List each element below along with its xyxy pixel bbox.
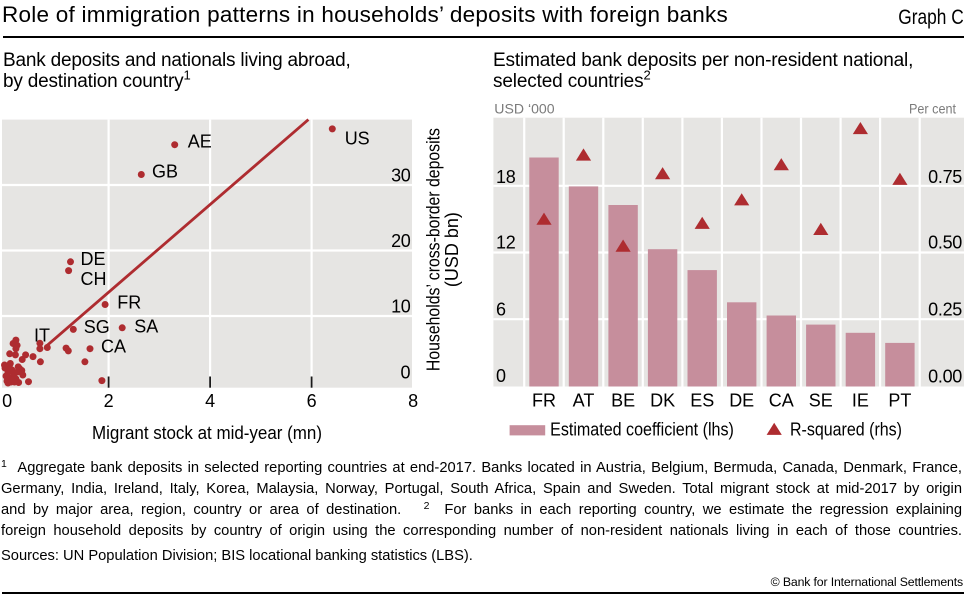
svg-text:AT: AT — [573, 390, 595, 410]
svg-text:GB: GB — [152, 162, 178, 182]
svg-text:IT: IT — [34, 326, 50, 346]
svg-text:DE: DE — [81, 249, 106, 269]
svg-text:0.00: 0.00 — [928, 367, 962, 387]
svg-text:SE: SE — [809, 390, 833, 410]
svg-text:10: 10 — [391, 297, 411, 317]
svg-text:CH: CH — [81, 269, 107, 289]
svg-text:R-squared (rhs): R-squared (rhs) — [790, 419, 902, 439]
svg-text:Migrant stock at mid-year (mn): Migrant stock at mid-year (mn) — [92, 423, 322, 443]
svg-text:0.50: 0.50 — [928, 233, 962, 253]
svg-text:CA: CA — [101, 337, 126, 357]
svg-text:0.75: 0.75 — [928, 167, 962, 187]
svg-text:DE: DE — [729, 390, 754, 410]
svg-text:0: 0 — [496, 366, 506, 386]
svg-text:DK: DK — [650, 390, 675, 410]
svg-text:0: 0 — [400, 363, 410, 383]
svg-text:(USD bn): (USD bn) — [442, 212, 462, 287]
svg-text:12: 12 — [496, 233, 516, 253]
svg-text:6: 6 — [496, 300, 506, 320]
svg-text:ES: ES — [690, 390, 714, 410]
svg-text:BE: BE — [611, 390, 635, 410]
svg-text:8: 8 — [408, 391, 418, 411]
svg-text:4: 4 — [205, 391, 215, 411]
svg-text:AE: AE — [188, 132, 212, 152]
svg-text:Per cent: Per cent — [909, 100, 956, 116]
svg-text:18: 18 — [496, 167, 516, 187]
svg-text:Households’ cross-border depos: Households’ cross-border deposits — [424, 128, 444, 371]
svg-text:SG: SG — [84, 317, 110, 337]
svg-text:20: 20 — [391, 231, 411, 251]
svg-text:FR: FR — [532, 390, 556, 410]
svg-text:USD ‘000: USD ‘000 — [494, 100, 555, 116]
svg-text:Estimated coefficient (lhs): Estimated coefficient (lhs) — [550, 419, 734, 439]
svg-text:IE: IE — [852, 390, 869, 410]
svg-text:0: 0 — [2, 391, 12, 411]
svg-text:6: 6 — [307, 391, 317, 411]
svg-text:US: US — [345, 129, 370, 149]
svg-text:PT: PT — [888, 390, 911, 410]
svg-text:2: 2 — [104, 391, 114, 411]
svg-text:0.25: 0.25 — [928, 300, 962, 320]
svg-text:CA: CA — [769, 390, 794, 410]
svg-text:SA: SA — [134, 317, 158, 337]
svg-text:30: 30 — [391, 166, 411, 186]
svg-text:Graph C: Graph C — [898, 5, 963, 29]
svg-text:FR: FR — [117, 293, 141, 313]
